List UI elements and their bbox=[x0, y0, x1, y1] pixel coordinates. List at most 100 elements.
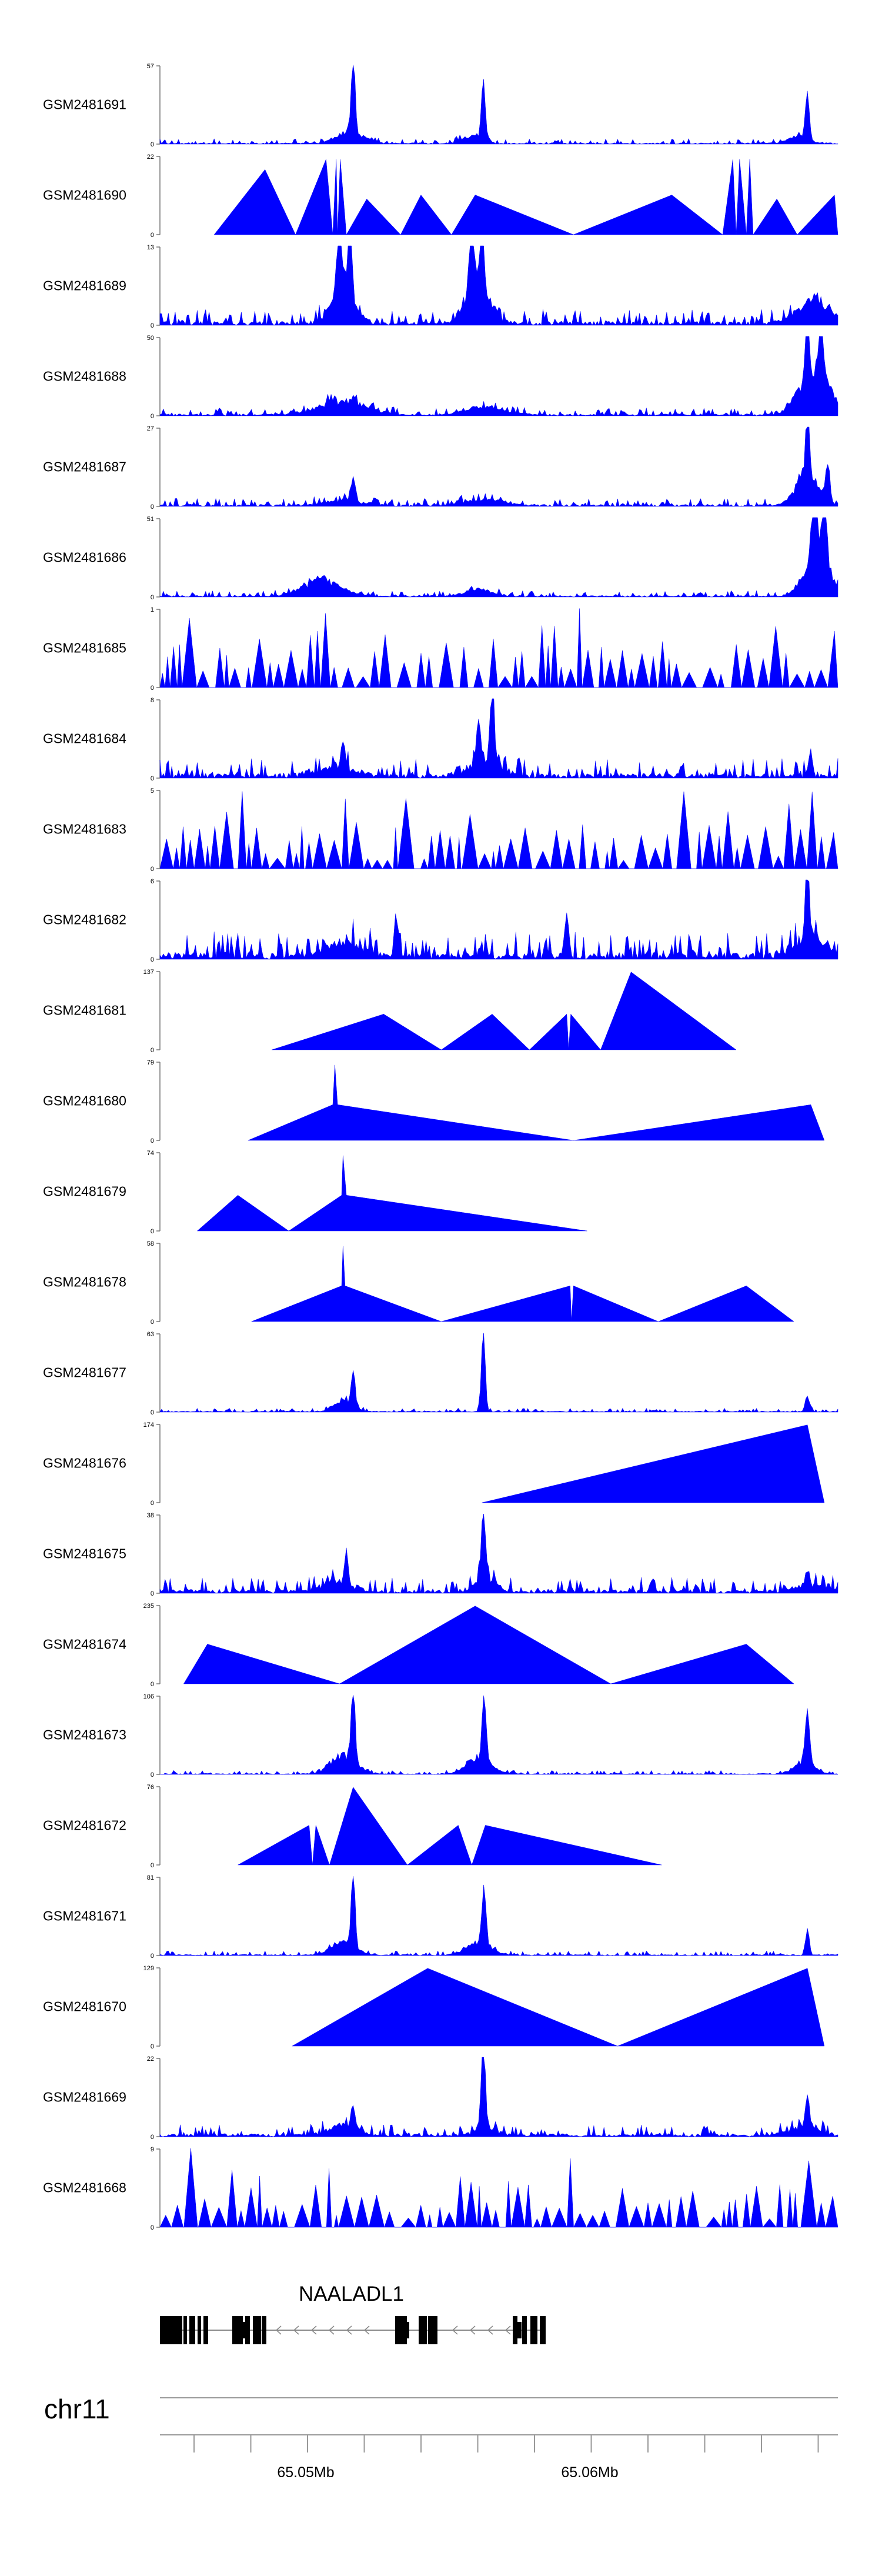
utr bbox=[400, 2322, 409, 2338]
coverage-area bbox=[482, 1424, 825, 1503]
coverage-area bbox=[183, 1606, 794, 1684]
y-min-label: 0 bbox=[151, 1862, 154, 1869]
track-label: GSM2481681 bbox=[43, 1003, 126, 1018]
y-min-label: 0 bbox=[151, 1953, 154, 1960]
y-min-label: 0 bbox=[151, 866, 154, 873]
y-max-label: 1 bbox=[151, 606, 154, 613]
y-min-label: 0 bbox=[151, 956, 154, 963]
exon bbox=[198, 2316, 201, 2344]
track-GSM2481688: GSM2481688 50 0 bbox=[43, 335, 838, 420]
y-max-label: 38 bbox=[147, 1512, 154, 1519]
y-min-label: 0 bbox=[151, 1771, 154, 1778]
y-min-label: 0 bbox=[151, 1137, 154, 1144]
y-min-label: 0 bbox=[151, 2224, 154, 2231]
track-GSM2481691: GSM2481691 57 0 bbox=[43, 63, 838, 148]
utr bbox=[162, 2322, 170, 2338]
y-min-label: 0 bbox=[151, 322, 154, 329]
strand-chevron bbox=[487, 2325, 493, 2335]
exon bbox=[540, 2316, 546, 2344]
track-label: GSM2481672 bbox=[43, 1818, 126, 1833]
strand-chevron bbox=[310, 2325, 317, 2335]
track-GSM2481681: GSM2481681 137 0 bbox=[43, 969, 737, 1054]
chromosome-label: chr11 bbox=[44, 2394, 110, 2424]
coverage-area bbox=[237, 1787, 662, 1866]
y-min-label: 0 bbox=[151, 1500, 154, 1507]
y-max-label: 76 bbox=[147, 1784, 154, 1791]
track-label: GSM2481676 bbox=[43, 1456, 126, 1471]
track-label: GSM2481689 bbox=[43, 278, 126, 293]
track-GSM2481670: GSM2481670 129 0 bbox=[43, 1965, 825, 2050]
y-max-label: 63 bbox=[147, 1331, 154, 1338]
y-max-label: 13 bbox=[147, 244, 154, 251]
track-GSM2481668: GSM2481668 9 0 bbox=[43, 2146, 838, 2231]
coverage-area bbox=[248, 1065, 825, 1141]
track-GSM2481680: GSM2481680 79 0 bbox=[43, 1059, 825, 1144]
track-label: GSM2481688 bbox=[43, 369, 126, 384]
track-label: GSM2481690 bbox=[43, 188, 126, 203]
y-max-label: 22 bbox=[147, 154, 154, 161]
coverage-area bbox=[159, 1333, 838, 1413]
track-label: GSM2481670 bbox=[43, 1999, 126, 2014]
coverage-area bbox=[159, 2057, 838, 2137]
coverage-area bbox=[159, 336, 838, 416]
y-max-label: 174 bbox=[143, 1422, 154, 1429]
track-GSM2481669: GSM2481669 22 0 bbox=[43, 2056, 838, 2141]
track-label: GSM2481691 bbox=[43, 97, 126, 112]
track-label: GSM2481668 bbox=[43, 2180, 126, 2195]
y-max-label: 51 bbox=[147, 516, 154, 523]
track-GSM2481673: GSM2481673 106 0 bbox=[43, 1693, 838, 1778]
y-min-label: 0 bbox=[151, 1047, 154, 1054]
data-tracks: GSM2481691570GSM2481690220GSM2481689130G… bbox=[43, 63, 838, 2231]
y-max-label: 79 bbox=[147, 1059, 154, 1066]
coverage-area bbox=[251, 1246, 794, 1322]
y-max-label: 74 bbox=[147, 1150, 154, 1157]
coverage-area bbox=[291, 1968, 825, 2047]
track-GSM2481678: GSM2481678 58 0 bbox=[43, 1240, 794, 1326]
gene-body bbox=[160, 2316, 546, 2344]
coverage-area bbox=[159, 1876, 838, 1956]
axis-tick-label: 65.06Mb bbox=[561, 2464, 618, 2481]
track-label: GSM2481682 bbox=[43, 912, 126, 927]
exon bbox=[245, 2316, 250, 2344]
y-min-label: 0 bbox=[151, 503, 154, 510]
exon bbox=[530, 2316, 537, 2344]
exon bbox=[434, 2316, 437, 2344]
y-max-label: 8 bbox=[151, 697, 154, 704]
y-max-label: 9 bbox=[151, 2146, 154, 2153]
track-GSM2481676: GSM2481676 174 0 bbox=[43, 1422, 825, 1507]
y-min-label: 0 bbox=[151, 413, 154, 420]
y-min-label: 0 bbox=[151, 1409, 154, 1416]
exon bbox=[419, 2316, 427, 2344]
y-max-label: 5 bbox=[151, 788, 154, 795]
coverage-area bbox=[272, 972, 737, 1050]
coverage-area bbox=[159, 608, 838, 688]
coverage-area bbox=[213, 159, 838, 235]
y-max-label: 27 bbox=[147, 425, 154, 432]
track-GSM2481671: GSM2481671 81 0 bbox=[43, 1874, 838, 1960]
track-label: GSM2481686 bbox=[43, 550, 126, 565]
y-min-label: 0 bbox=[151, 1319, 154, 1326]
track-label: GSM2481678 bbox=[43, 1274, 126, 1290]
gene-model-track: NAALADL1 bbox=[160, 2283, 546, 2344]
genome-axis: chr11 65.05Mb 65.06Mb bbox=[44, 2394, 838, 2481]
strand-chevron bbox=[469, 2325, 476, 2335]
strand-chevron bbox=[346, 2325, 352, 2335]
track-label: GSM2481669 bbox=[43, 2090, 126, 2105]
coverage-area bbox=[159, 698, 838, 779]
track-label: GSM2481680 bbox=[43, 1093, 126, 1109]
y-max-label: 6 bbox=[151, 878, 154, 885]
y-max-label: 235 bbox=[143, 1603, 154, 1610]
coverage-area bbox=[196, 1155, 587, 1232]
track-label: GSM2481671 bbox=[43, 1908, 126, 1924]
y-min-label: 0 bbox=[151, 1681, 154, 1688]
coverage-area bbox=[159, 1513, 838, 1594]
y-min-label: 0 bbox=[151, 1590, 154, 1597]
y-min-label: 0 bbox=[151, 2134, 154, 2141]
strand-chevron bbox=[452, 2325, 458, 2335]
y-max-label: 106 bbox=[143, 1693, 154, 1700]
strand-chevron bbox=[505, 2325, 511, 2335]
y-min-label: 0 bbox=[151, 141, 154, 148]
track-label: GSM2481679 bbox=[43, 1184, 126, 1199]
track-GSM2481685: GSM2481685 1 0 bbox=[43, 606, 838, 692]
